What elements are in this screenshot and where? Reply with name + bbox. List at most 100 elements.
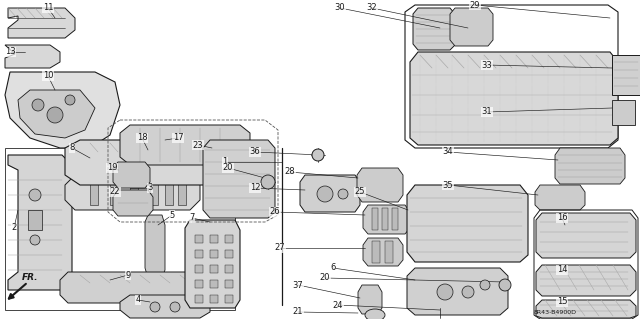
Text: 34: 34 <box>443 147 453 157</box>
Bar <box>210 280 218 288</box>
Text: 35: 35 <box>443 181 453 189</box>
Text: 22: 22 <box>109 188 120 197</box>
Polygon shape <box>90 180 98 205</box>
Bar <box>210 235 218 243</box>
Ellipse shape <box>365 309 385 319</box>
Text: 9: 9 <box>125 271 131 279</box>
Polygon shape <box>65 175 200 210</box>
Text: 19: 19 <box>107 164 117 173</box>
Polygon shape <box>612 100 635 125</box>
Text: 20: 20 <box>320 273 330 283</box>
Circle shape <box>312 149 324 161</box>
Circle shape <box>480 280 490 290</box>
Polygon shape <box>130 180 138 205</box>
Polygon shape <box>203 140 275 218</box>
Text: 36: 36 <box>250 147 260 157</box>
Text: 20: 20 <box>223 164 233 173</box>
Text: 18: 18 <box>137 133 147 143</box>
Polygon shape <box>185 220 240 308</box>
Polygon shape <box>385 241 393 263</box>
Text: 11: 11 <box>43 4 53 12</box>
Polygon shape <box>536 300 636 318</box>
Bar <box>225 235 233 243</box>
Circle shape <box>317 186 333 202</box>
Text: 12: 12 <box>250 183 260 192</box>
Text: 17: 17 <box>173 133 183 143</box>
Bar <box>210 265 218 273</box>
Polygon shape <box>372 208 378 230</box>
Bar <box>195 250 203 258</box>
Circle shape <box>462 286 474 298</box>
Text: 2: 2 <box>12 224 17 233</box>
Text: 28: 28 <box>285 167 295 176</box>
Bar <box>195 280 203 288</box>
Polygon shape <box>150 180 158 205</box>
Text: 10: 10 <box>43 71 53 80</box>
Text: 6: 6 <box>330 263 336 272</box>
Polygon shape <box>8 155 72 290</box>
Bar <box>210 250 218 258</box>
Polygon shape <box>392 208 398 230</box>
Polygon shape <box>407 185 528 262</box>
Bar <box>195 265 203 273</box>
Text: 16: 16 <box>557 213 567 222</box>
Circle shape <box>65 95 75 105</box>
Polygon shape <box>60 272 228 303</box>
Text: 21: 21 <box>292 308 303 316</box>
Circle shape <box>29 189 41 201</box>
Polygon shape <box>18 90 95 138</box>
Circle shape <box>170 302 180 312</box>
Polygon shape <box>536 265 636 296</box>
Text: 25: 25 <box>355 188 365 197</box>
Circle shape <box>261 175 275 189</box>
Bar <box>28 210 42 230</box>
Circle shape <box>30 235 40 245</box>
Polygon shape <box>612 55 640 95</box>
Bar <box>195 295 203 303</box>
Polygon shape <box>8 8 75 38</box>
Polygon shape <box>110 180 118 205</box>
Polygon shape <box>300 175 360 212</box>
Polygon shape <box>120 295 210 318</box>
Polygon shape <box>363 205 410 234</box>
Polygon shape <box>382 208 388 230</box>
Polygon shape <box>410 52 618 145</box>
Text: 8R43-B4900D: 8R43-B4900D <box>534 309 577 315</box>
Bar <box>225 250 233 258</box>
Polygon shape <box>5 72 120 148</box>
Text: 15: 15 <box>557 298 567 307</box>
Text: 32: 32 <box>367 4 378 12</box>
Text: 5: 5 <box>170 211 175 219</box>
Polygon shape <box>555 148 625 184</box>
Polygon shape <box>165 180 173 205</box>
Text: 3: 3 <box>147 183 153 192</box>
Polygon shape <box>113 162 150 188</box>
Circle shape <box>437 284 453 300</box>
Circle shape <box>499 279 511 291</box>
Polygon shape <box>120 125 250 165</box>
Polygon shape <box>178 180 186 205</box>
Polygon shape <box>535 185 585 210</box>
Text: 7: 7 <box>189 213 195 222</box>
Bar <box>225 295 233 303</box>
Polygon shape <box>65 140 250 185</box>
Text: 31: 31 <box>482 108 492 116</box>
Polygon shape <box>372 241 380 263</box>
Text: 8: 8 <box>69 144 75 152</box>
Polygon shape <box>145 215 165 278</box>
Bar <box>195 235 203 243</box>
Text: 23: 23 <box>193 140 204 150</box>
Circle shape <box>47 107 63 123</box>
Text: 29: 29 <box>470 1 480 10</box>
Text: 26: 26 <box>269 207 280 217</box>
Text: 24: 24 <box>333 300 343 309</box>
Text: 4: 4 <box>136 295 141 305</box>
Circle shape <box>32 99 44 111</box>
Text: 14: 14 <box>557 265 567 275</box>
Bar <box>225 280 233 288</box>
Polygon shape <box>450 8 493 46</box>
Polygon shape <box>407 268 508 315</box>
Bar <box>210 295 218 303</box>
Polygon shape <box>358 285 382 314</box>
Text: FR.: FR. <box>22 273 38 283</box>
